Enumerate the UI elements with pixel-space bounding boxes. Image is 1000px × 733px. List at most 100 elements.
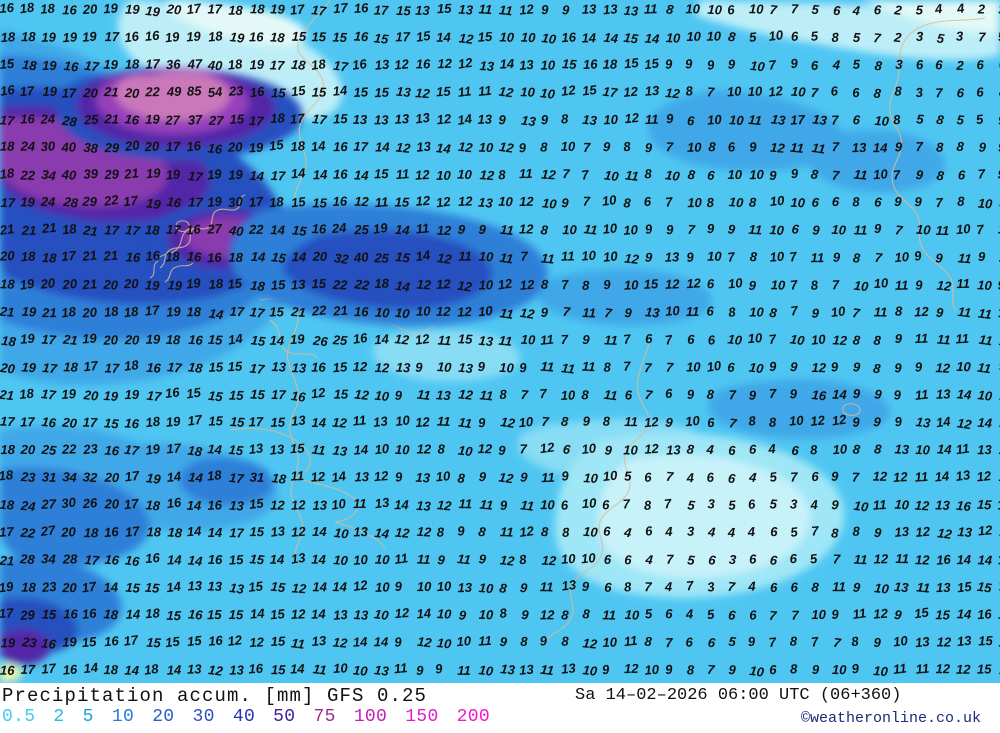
svg-text:8: 8 (708, 139, 716, 154)
svg-text:17: 17 (186, 0, 203, 17)
svg-text:15: 15 (249, 524, 264, 539)
svg-text:10: 10 (666, 30, 682, 46)
svg-text:7: 7 (562, 166, 570, 181)
svg-text:16: 16 (977, 606, 993, 622)
svg-text:11: 11 (479, 387, 494, 403)
svg-text:54: 54 (207, 84, 224, 100)
svg-text:22: 22 (61, 441, 78, 457)
svg-text:12: 12 (291, 580, 307, 596)
svg-text:21: 21 (40, 220, 57, 236)
svg-text:10: 10 (686, 359, 701, 374)
svg-text:13: 13 (353, 524, 369, 539)
svg-text:14: 14 (310, 138, 327, 154)
svg-text:8: 8 (894, 83, 902, 98)
svg-text:27: 27 (206, 221, 223, 237)
svg-text:14: 14 (208, 525, 223, 540)
svg-text:2: 2 (977, 1, 986, 16)
svg-text:5: 5 (853, 57, 861, 72)
svg-text:13: 13 (458, 2, 474, 18)
svg-text:17: 17 (123, 496, 140, 513)
svg-text:6: 6 (706, 303, 714, 318)
svg-text:19: 19 (166, 304, 182, 320)
svg-text:17: 17 (144, 302, 161, 318)
svg-text:19: 19 (145, 195, 162, 212)
svg-text:13: 13 (312, 498, 328, 513)
svg-text:13: 13 (374, 495, 391, 512)
svg-text:40: 40 (60, 167, 77, 183)
svg-text:11: 11 (561, 360, 576, 377)
svg-text:14: 14 (166, 579, 183, 596)
svg-text:10: 10 (499, 360, 515, 376)
svg-text:13: 13 (395, 360, 411, 376)
svg-text:12: 12 (354, 387, 371, 403)
svg-text:7: 7 (831, 112, 839, 127)
svg-text:6: 6 (791, 29, 800, 44)
svg-text:23: 23 (19, 469, 36, 485)
svg-text:19: 19 (270, 1, 286, 17)
svg-text:9: 9 (790, 386, 798, 401)
svg-text:11: 11 (832, 579, 846, 594)
svg-text:18: 18 (374, 276, 390, 292)
svg-text:7: 7 (852, 470, 860, 485)
svg-text:14: 14 (290, 661, 306, 676)
svg-text:14: 14 (124, 663, 140, 679)
svg-text:12: 12 (291, 524, 307, 540)
svg-text:9: 9 (831, 469, 839, 484)
svg-text:15: 15 (144, 580, 160, 596)
svg-text:13: 13 (956, 633, 973, 649)
svg-text:12: 12 (437, 223, 453, 238)
svg-text:13: 13 (291, 360, 307, 376)
svg-text:10: 10 (874, 580, 891, 597)
svg-text:16: 16 (583, 56, 599, 72)
svg-text:14: 14 (415, 247, 432, 264)
svg-text:19: 19 (186, 28, 202, 44)
svg-text:16: 16 (41, 635, 58, 652)
svg-text:12: 12 (395, 140, 412, 156)
svg-text:10: 10 (562, 222, 577, 237)
svg-text:11: 11 (437, 333, 451, 349)
svg-text:21: 21 (0, 221, 15, 238)
svg-text:18: 18 (268, 194, 285, 210)
svg-text:10: 10 (892, 633, 909, 650)
svg-text:17: 17 (229, 470, 246, 486)
svg-text:17: 17 (248, 194, 265, 210)
svg-text:10: 10 (664, 167, 681, 184)
svg-text:17: 17 (105, 29, 120, 44)
svg-text:16: 16 (956, 498, 973, 515)
svg-text:16: 16 (104, 443, 120, 459)
svg-text:10: 10 (706, 358, 723, 375)
svg-text:11: 11 (374, 194, 388, 210)
svg-text:15: 15 (292, 29, 307, 44)
svg-text:10: 10 (375, 579, 391, 594)
svg-text:10: 10 (374, 304, 391, 320)
svg-text:6: 6 (665, 386, 673, 401)
svg-text:10: 10 (561, 139, 576, 154)
svg-text:10: 10 (684, 413, 701, 430)
svg-text:11: 11 (417, 552, 431, 568)
svg-text:11: 11 (686, 304, 700, 319)
svg-text:18: 18 (40, 1, 56, 17)
svg-text:24: 24 (19, 498, 37, 515)
svg-text:11: 11 (645, 112, 659, 127)
svg-text:14: 14 (270, 222, 286, 237)
svg-text:17: 17 (374, 3, 390, 18)
svg-text:16: 16 (124, 111, 141, 128)
svg-text:14: 14 (416, 605, 432, 621)
svg-text:6: 6 (604, 580, 613, 595)
svg-text:15: 15 (290, 440, 306, 456)
svg-text:12: 12 (436, 304, 451, 319)
svg-text:9: 9 (498, 443, 506, 458)
svg-text:11: 11 (604, 332, 618, 348)
svg-text:14: 14 (456, 111, 473, 128)
svg-text:15: 15 (270, 415, 285, 430)
svg-text:21: 21 (81, 276, 98, 292)
svg-text:14: 14 (166, 469, 183, 485)
svg-text:18: 18 (166, 332, 182, 347)
svg-text:10: 10 (541, 30, 558, 47)
svg-text:8: 8 (790, 661, 798, 676)
svg-text:15: 15 (146, 635, 162, 651)
svg-text:49: 49 (166, 84, 183, 99)
svg-text:12: 12 (270, 498, 285, 513)
svg-text:15: 15 (395, 249, 412, 266)
svg-text:13: 13 (394, 111, 410, 127)
